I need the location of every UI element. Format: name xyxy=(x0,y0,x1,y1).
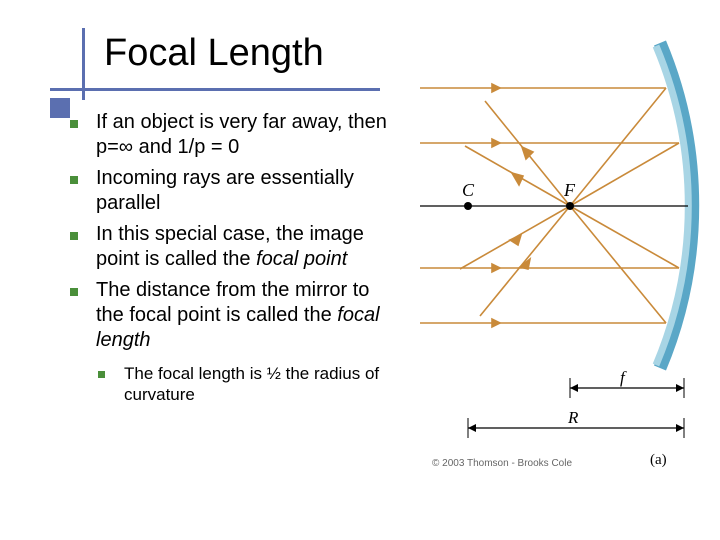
bullet-icon xyxy=(98,371,105,378)
content-area: If an object is very far away, then p=∞ … xyxy=(70,110,400,406)
label-f: F xyxy=(563,180,576,200)
mirror-diagram: C F f R xyxy=(420,18,710,478)
bullet-icon xyxy=(70,232,78,240)
list-item: The focal length is ½ the radius of curv… xyxy=(98,363,400,406)
page-title: Focal Length xyxy=(104,32,324,75)
bullet-icon xyxy=(70,288,78,296)
bullet-italic: focal point xyxy=(256,248,347,270)
label-c: C xyxy=(462,180,475,200)
bullet-icon xyxy=(70,176,78,184)
bullet-text: If an object is very far away, then p=∞ … xyxy=(96,111,387,158)
list-item: The distance from the mirror to the foca… xyxy=(70,278,400,353)
bullet-list: If an object is very far away, then p=∞ … xyxy=(70,110,400,353)
copyright-text: © 2003 Thomson - Brooks Cole xyxy=(432,458,572,469)
point-f xyxy=(566,202,574,210)
sub-bullet-text: The focal length is ½ the radius of curv… xyxy=(124,364,379,404)
figure-label: (a) xyxy=(650,452,667,469)
label-r-dim: R xyxy=(567,408,579,427)
bullet-text: Incoming rays are essentially parallel xyxy=(96,167,354,214)
title-accent-horizontal xyxy=(50,88,380,91)
sub-bullet-list: The focal length is ½ the radius of curv… xyxy=(98,363,400,406)
bullet-icon xyxy=(70,120,78,128)
label-f-dim: f xyxy=(620,368,627,387)
list-item: In this special case, the image point is… xyxy=(70,222,400,272)
point-c xyxy=(464,202,472,210)
list-item: If an object is very far away, then p=∞ … xyxy=(70,110,400,160)
list-item: Incoming rays are essentially parallel xyxy=(70,166,400,216)
bullet-text: The distance from the mirror to the foca… xyxy=(96,279,369,326)
title-accent-square xyxy=(50,98,70,118)
